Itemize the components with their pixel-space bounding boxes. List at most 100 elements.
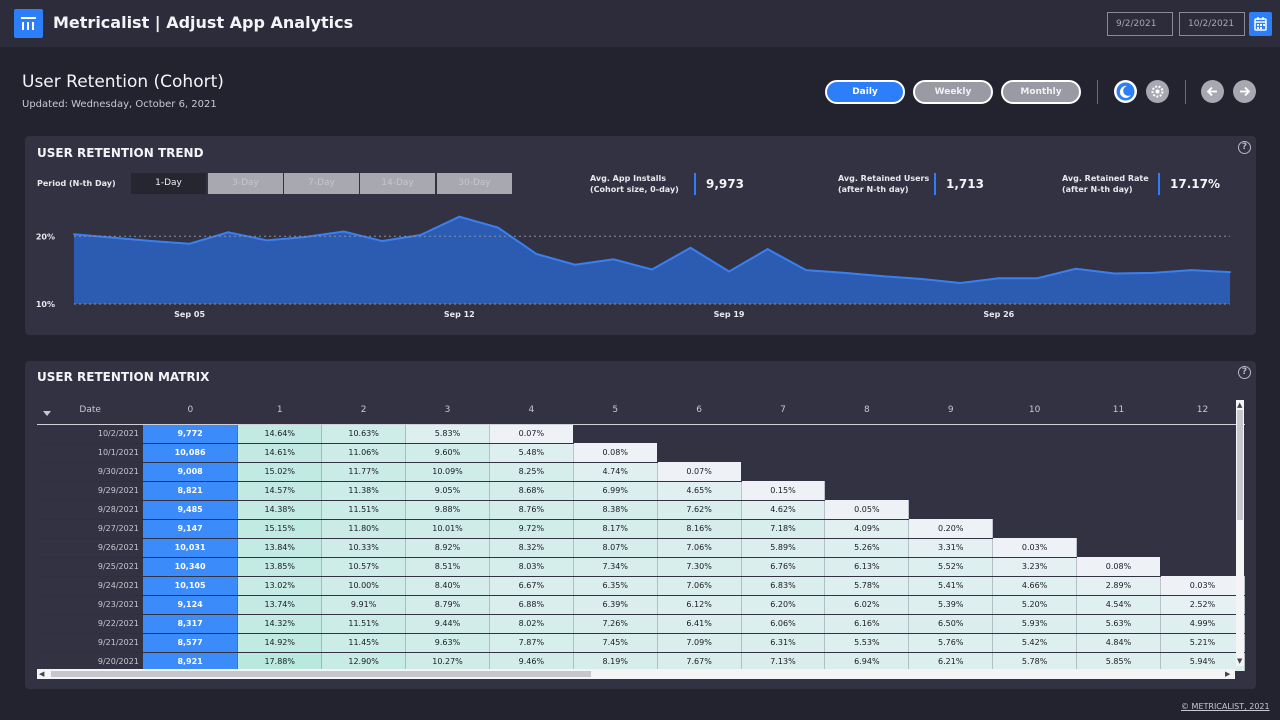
retention-cell: 13.74% [237,595,323,615]
day-column-header[interactable]: 9 [908,397,993,425]
empty-cell [909,424,993,443]
table-row: 9/27/2021 9,147 15.15% 11.80% 10.01% 9.72% 8.1… [37,519,1245,539]
retention-cell: 6.50% [908,614,994,634]
table-row: 9/20/2021 8,921 17.88% 12.90% 10.27% 9.46% 8.1… [37,652,1245,672]
day-column-header[interactable]: 5 [573,397,658,425]
period-30-day[interactable]: 30-Day [437,173,512,194]
retention-cell: 9.72% [489,519,574,539]
matrix-scroll-area[interactable]: Date 0 1 2 3 4 5 6 7 8 9 10 11 12 10/2/2021 9,772 14.64… [37,397,1245,683]
scroll-right-icon[interactable]: ▶ [1225,670,1231,678]
cohort-size-cell: 10,105 [142,576,239,596]
cohort-date-cell: 9/29/2021 [37,481,143,501]
day-column-header[interactable]: 4 [489,397,574,425]
retention-cell: 6.20% [741,595,826,615]
table-row: 9/29/2021 8,821 14.57% 11.38% 9.05% 8.68% 6.99… [37,481,1245,501]
light-mode-button[interactable] [1146,80,1169,103]
next-page-button[interactable] [1233,80,1256,103]
retention-point [728,270,731,273]
kpi-retained-users-label-line2: (after N-th day) [838,185,909,194]
kpi-installs-value: 9,973 [706,177,744,191]
day-column-header[interactable]: 3 [405,397,490,425]
empty-cell [1077,424,1161,443]
top-bar: Metricalist | Adjust App Analytics 9/2/2… [0,0,1280,47]
empty-cell [825,443,909,462]
vertical-scrollbar[interactable]: ▲ ▼ [1236,400,1244,666]
retention-cell: 0.08% [573,443,658,463]
vertical-scroll-thumb[interactable] [1237,410,1243,520]
retention-cell: 13.84% [237,538,323,558]
cohort-size-cell: 9,124 [142,595,239,615]
empty-cell [993,443,1077,462]
cohort-size-cell: 10,340 [142,557,239,577]
prev-page-button[interactable] [1201,80,1224,103]
day-column-header[interactable]: 7 [741,397,825,425]
help-icon[interactable]: ? [1238,141,1251,154]
start-date-input[interactable]: 9/2/2021 [1107,12,1173,36]
moon-icon [1116,82,1135,101]
day-column-header[interactable]: 0 [142,397,238,425]
copyright-link[interactable]: © METRICALIST, 2021 [1181,702,1270,711]
retention-point [805,269,808,272]
retention-cell: 10.57% [321,557,407,577]
retention-cell: 8.16% [657,519,742,539]
retention-cell: 14.57% [237,481,323,501]
horizontal-scrollbar[interactable]: ◀ ▶ [37,669,1235,679]
retention-cell: 5.83% [405,424,490,444]
empty-cell [741,424,825,443]
calendar-button[interactable] [1249,12,1272,36]
retention-area [74,216,1230,304]
period-3-day[interactable]: 3-Day [208,173,283,194]
retention-cell: 8.25% [489,462,574,482]
period-14-day[interactable]: 14-Day [360,173,435,194]
scroll-up-icon[interactable]: ▲ [1237,401,1243,409]
date-column-header[interactable]: Date [37,397,143,425]
daily-button[interactable]: Daily [825,80,905,104]
retention-cell: 5.93% [992,614,1078,634]
day-column-header[interactable]: 2 [321,397,406,425]
retention-cell: 10.01% [405,519,490,539]
empty-cell [1160,557,1244,576]
retention-point [265,239,268,242]
retention-point [1036,277,1039,280]
period-label: Period (N-th Day) [37,179,116,188]
retention-cell: 10.33% [321,538,407,558]
scroll-down-icon[interactable]: ▼ [1237,657,1243,665]
retention-point [496,226,499,229]
dark-mode-button[interactable] [1114,80,1137,103]
day-column-header[interactable]: 6 [657,397,742,425]
retention-cell: 8.79% [405,595,490,615]
retention-point [766,248,769,251]
retention-point [843,271,846,274]
retention-cell: 7.30% [657,557,742,577]
day-column-header[interactable]: 1 [237,397,322,425]
cohort-date-cell: 9/25/2021 [37,557,143,577]
horizontal-scroll-thumb[interactable] [51,671,591,677]
period-1-day[interactable]: 1-Day [131,173,206,194]
retention-cell: 10.00% [321,576,407,596]
retention-cell: 2.52% [1160,595,1245,615]
day-column-header[interactable]: 11 [1076,397,1161,425]
empty-cell [741,443,825,462]
table-row: 9/25/2021 10,340 13.85% 10.57% 8.51% 8.03% 7.3… [37,557,1245,577]
monthly-button[interactable]: Monthly [1001,80,1081,104]
scroll-left-icon[interactable]: ◀ [39,670,45,678]
day-column-header[interactable]: 12 [1160,397,1245,425]
kpi-retained-rate-label-line2: (after N-th day) [1062,185,1133,194]
table-row: 9/26/2021 10,031 13.84% 10.33% 8.92% 8.32% 8.0… [37,538,1245,558]
retention-point [1229,271,1231,274]
retention-cell: 5.89% [741,538,826,558]
help-icon[interactable]: ? [1238,366,1251,379]
day-column-header[interactable]: 10 [992,397,1077,425]
retention-point [1074,267,1077,270]
retention-cell: 11.77% [321,462,407,482]
retention-trend-panel: USER RETENTION TREND ? Period (N-th Day)… [25,136,1256,335]
empty-cell [1160,519,1244,538]
day-column-header[interactable]: 8 [824,397,909,425]
period-7-day[interactable]: 7-Day [284,173,359,194]
retention-cell: 8.51% [405,557,490,577]
retention-cell: 17.88% [237,652,323,672]
weekly-button[interactable]: Weekly [913,80,993,104]
retention-cell: 12.90% [321,652,407,672]
end-date-input[interactable]: 10/2/2021 [1179,12,1245,36]
retention-cell: 9.60% [405,443,490,463]
